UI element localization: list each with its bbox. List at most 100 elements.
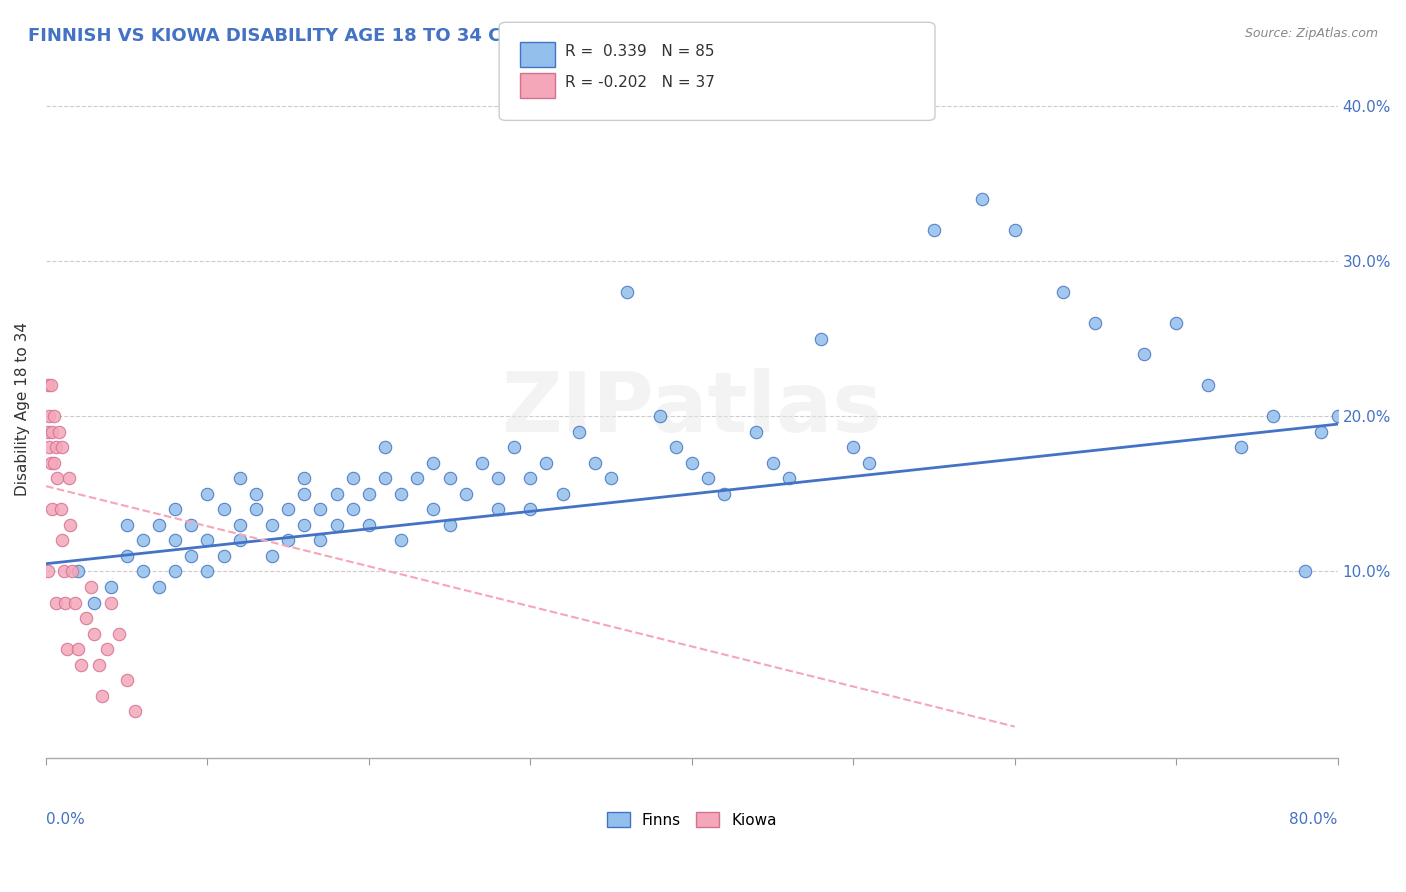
- Finns: [374, 471, 396, 485]
- Finns: [260, 518, 283, 533]
- Kiowa: [45, 595, 67, 609]
- Finns: [389, 487, 412, 501]
- Finns: [842, 441, 865, 455]
- Kiowa: [38, 409, 60, 424]
- Finns: [681, 456, 703, 470]
- Finns: [503, 441, 526, 455]
- Finns: [260, 549, 283, 563]
- Finns: [486, 502, 509, 516]
- Finns: [422, 502, 444, 516]
- Finns: [665, 441, 688, 455]
- Kiowa: [51, 533, 73, 548]
- Finns: [972, 192, 994, 206]
- Finns: [536, 456, 558, 470]
- Finns: [292, 518, 315, 533]
- Finns: [148, 580, 170, 594]
- Finns: [858, 456, 880, 470]
- Finns: [165, 533, 187, 548]
- Finns: [1052, 285, 1074, 300]
- Finns: [277, 502, 299, 516]
- Text: 80.0%: 80.0%: [1289, 812, 1337, 827]
- Kiowa: [58, 471, 80, 485]
- Kiowa: [41, 502, 63, 516]
- Finns: [1198, 378, 1220, 392]
- Finns: [374, 441, 396, 455]
- Kiowa: [48, 425, 70, 439]
- Kiowa: [37, 378, 59, 392]
- Finns: [713, 487, 735, 501]
- Finns: [245, 502, 267, 516]
- Text: Source: ZipAtlas.com: Source: ZipAtlas.com: [1244, 27, 1378, 40]
- Finns: [292, 487, 315, 501]
- Finns: [197, 533, 219, 548]
- Finns: [148, 518, 170, 533]
- Finns: [600, 471, 623, 485]
- Finns: [132, 533, 155, 548]
- Finns: [197, 487, 219, 501]
- Kiowa: [59, 518, 82, 533]
- Finns: [100, 580, 122, 594]
- Kiowa: [42, 409, 65, 424]
- Finns: [471, 456, 494, 470]
- Finns: [616, 285, 638, 300]
- Finns: [1166, 316, 1188, 330]
- Kiowa: [100, 595, 122, 609]
- Finns: [212, 549, 235, 563]
- Kiowa: [60, 565, 83, 579]
- Kiowa: [107, 626, 129, 640]
- Kiowa: [56, 642, 79, 657]
- Kiowa: [37, 425, 59, 439]
- Finns: [439, 471, 461, 485]
- Kiowa: [67, 642, 90, 657]
- Finns: [1294, 565, 1316, 579]
- Finns: [1261, 409, 1284, 424]
- Kiowa: [115, 673, 138, 687]
- Finns: [325, 518, 347, 533]
- Finns: [745, 425, 768, 439]
- Kiowa: [42, 456, 65, 470]
- Finns: [197, 565, 219, 579]
- Finns: [180, 518, 202, 533]
- Finns: [228, 471, 250, 485]
- Finns: [761, 456, 783, 470]
- Finns: [115, 518, 138, 533]
- Finns: [778, 471, 800, 485]
- Finns: [697, 471, 720, 485]
- Kiowa: [52, 565, 75, 579]
- Finns: [406, 471, 429, 485]
- Kiowa: [49, 502, 72, 516]
- Kiowa: [53, 595, 76, 609]
- Finns: [357, 518, 380, 533]
- Text: R = -0.202   N = 37: R = -0.202 N = 37: [565, 75, 716, 89]
- Finns: [568, 425, 591, 439]
- Finns: [551, 487, 574, 501]
- Kiowa: [38, 441, 60, 455]
- Finns: [1084, 316, 1107, 330]
- Finns: [67, 565, 90, 579]
- Finns: [115, 549, 138, 563]
- Finns: [1326, 409, 1348, 424]
- Kiowa: [46, 471, 69, 485]
- Finns: [1229, 441, 1251, 455]
- Finns: [922, 223, 945, 237]
- Text: R =  0.339   N = 85: R = 0.339 N = 85: [565, 45, 714, 59]
- Kiowa: [89, 657, 111, 672]
- Kiowa: [124, 704, 146, 718]
- Kiowa: [39, 378, 62, 392]
- Finns: [1310, 425, 1333, 439]
- Kiowa: [39, 456, 62, 470]
- Finns: [342, 471, 364, 485]
- Finns: [648, 409, 671, 424]
- Text: ZIPatlas: ZIPatlas: [502, 368, 883, 449]
- Text: FINNISH VS KIOWA DISABILITY AGE 18 TO 34 CORRELATION CHART: FINNISH VS KIOWA DISABILITY AGE 18 TO 34…: [28, 27, 703, 45]
- Finns: [1133, 347, 1156, 361]
- Finns: [165, 565, 187, 579]
- Text: 0.0%: 0.0%: [46, 812, 84, 827]
- Finns: [519, 471, 541, 485]
- Finns: [454, 487, 477, 501]
- Finns: [357, 487, 380, 501]
- Finns: [212, 502, 235, 516]
- Finns: [309, 502, 332, 516]
- Kiowa: [91, 689, 114, 703]
- Finns: [342, 502, 364, 516]
